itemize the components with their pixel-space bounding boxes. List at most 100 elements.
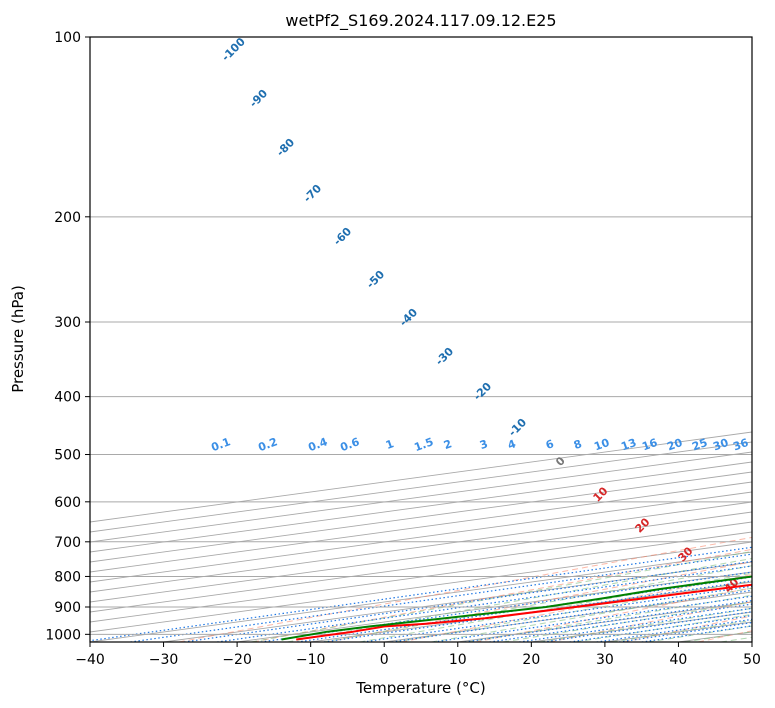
mixing-ratio-label: 20 bbox=[665, 436, 684, 454]
moist-adiabat-label: -30 bbox=[433, 345, 456, 368]
x-axis: −40 −30 −20 −10 0 10 20 30 40 50 bbox=[75, 642, 761, 668]
x-tick-label: 10 bbox=[449, 652, 467, 668]
x-tick-label: 50 bbox=[743, 652, 761, 668]
temperature-profile bbox=[296, 583, 752, 641]
y-tick-label: 600 bbox=[54, 495, 81, 511]
background-lines bbox=[90, 431, 752, 642]
moist-adiabat-line bbox=[503, 601, 752, 642]
y-tick-label: 300 bbox=[54, 315, 81, 331]
isotherm-line bbox=[90, 501, 752, 593]
mixing-ratio-line bbox=[464, 599, 752, 642]
dry-adiabat-line bbox=[549, 601, 752, 642]
isotherm-line bbox=[90, 521, 752, 613]
x-axis-title: Temperature (°C) bbox=[355, 679, 485, 697]
isotherm-line bbox=[90, 481, 752, 573]
moist-adiabat-line bbox=[611, 619, 752, 642]
mixing-ratio-label: 1 bbox=[384, 437, 396, 452]
y-tick-label: 400 bbox=[54, 390, 81, 406]
y-tick-label: 500 bbox=[54, 448, 81, 464]
dry-adiabat-line bbox=[327, 561, 752, 642]
mixing-ratio-label: 36 bbox=[731, 436, 750, 454]
x-tick-label: 0 bbox=[380, 652, 389, 668]
isotherm-line bbox=[310, 581, 752, 642]
moist-adiabat-label: -10 bbox=[506, 416, 529, 439]
y-tick-label: 100 bbox=[54, 30, 81, 46]
x-tick-label: −20 bbox=[222, 652, 252, 668]
y-tick-label: 800 bbox=[54, 569, 81, 585]
moist-adiabat-label: -20 bbox=[471, 380, 494, 403]
x-tick-label: −40 bbox=[75, 652, 105, 668]
moist-adiabat-line bbox=[359, 572, 752, 642]
x-tick-label: −30 bbox=[149, 652, 179, 668]
dry-adiabat-label: 30 bbox=[676, 544, 696, 564]
moist-adiabat-label: -40 bbox=[397, 306, 420, 329]
moist-adiabat-line bbox=[323, 565, 752, 642]
moist-adiabat-label: -100 bbox=[219, 35, 248, 64]
mixing-ratio-label: 6 bbox=[544, 437, 556, 452]
mixing-ratio-label: 3 bbox=[478, 437, 490, 452]
mixing-ratio-label: 2 bbox=[442, 437, 454, 452]
moist-adiabat-line bbox=[467, 594, 752, 642]
x-tick-label: −10 bbox=[296, 652, 326, 668]
dry-adiabat-label: 20 bbox=[633, 515, 653, 535]
mixing-ratio-line bbox=[260, 571, 752, 642]
y-tick-label: 700 bbox=[54, 535, 81, 551]
moist-adiabat-label: -80 bbox=[274, 136, 297, 159]
mixing-ratio-label: 16 bbox=[640, 436, 659, 454]
mixing-ratio-line bbox=[297, 576, 752, 642]
moist-adiabat-label: -70 bbox=[301, 182, 324, 205]
isopleth-labels: -100-90-80-70-60-50-40-30-20-10010203040… bbox=[209, 35, 750, 596]
moist-adiabat-label: 0 bbox=[553, 454, 568, 469]
chart-title: wetPf2_S169.2024.117.09.12.E25 bbox=[285, 11, 556, 31]
mixing-ratio-label: 4 bbox=[506, 437, 518, 452]
moist-adiabat-label: -90 bbox=[247, 87, 270, 110]
mixing-ratio-label: 13 bbox=[619, 436, 638, 453]
mixing-ratio-label: 0.4 bbox=[306, 435, 329, 454]
dry-adiabat-line bbox=[401, 574, 752, 642]
isotherm-line bbox=[90, 451, 752, 543]
isotherm-line bbox=[90, 491, 752, 583]
x-tick-label: 20 bbox=[522, 652, 540, 668]
mixing-ratio-label: 10 bbox=[592, 436, 611, 454]
sounding-profiles bbox=[281, 575, 752, 641]
mixing-ratio-line bbox=[217, 565, 752, 642]
mixing-ratio-label: 30 bbox=[711, 436, 730, 454]
mixing-ratio-line bbox=[90, 546, 752, 642]
y-axis: 100 200 300 400 500 600 700 800 900 1000 bbox=[45, 30, 90, 643]
x-tick-label: 40 bbox=[670, 652, 688, 668]
dry-adiabat-line bbox=[252, 548, 752, 642]
y-tick-label: 900 bbox=[54, 600, 81, 616]
mixing-ratio-label: 0.1 bbox=[209, 435, 232, 454]
moist-adiabat-label: -60 bbox=[331, 225, 354, 248]
mixing-ratio-label: 25 bbox=[690, 436, 709, 453]
x-tick-label: 30 bbox=[596, 652, 614, 668]
isotherm-line bbox=[90, 541, 752, 633]
dry-adiabat-line bbox=[475, 587, 752, 642]
isotherm-line bbox=[90, 511, 752, 603]
isotherm-line bbox=[751, 641, 752, 642]
moist-adiabat-line bbox=[395, 580, 752, 642]
pressure-gridlines bbox=[90, 37, 752, 635]
dry-adiabat-line bbox=[697, 630, 752, 642]
y-tick-label: 200 bbox=[54, 210, 81, 226]
isotherm-line bbox=[531, 611, 752, 642]
isotherm-line bbox=[90, 461, 752, 553]
moist-adiabat-line bbox=[720, 636, 752, 642]
y-axis-title: Pressure (hPa) bbox=[9, 285, 27, 393]
mixing-ratio-label: 8 bbox=[572, 437, 584, 452]
isotherm-line bbox=[384, 591, 752, 642]
y-tick-label: 1000 bbox=[45, 627, 81, 643]
moist-adiabat-line bbox=[250, 550, 752, 642]
moist-adiabat-line bbox=[684, 631, 752, 642]
moist-adiabat-line bbox=[287, 557, 752, 642]
dry-adiabat-line bbox=[178, 536, 752, 642]
isotherm-line bbox=[90, 471, 752, 563]
moist-adiabat-label: -50 bbox=[364, 268, 387, 291]
plot-frame bbox=[89, 36, 753, 643]
moist-adiabat-line bbox=[647, 625, 752, 642]
mixing-ratio-label: 1.5 bbox=[412, 435, 435, 454]
mixing-ratio-label: 0.6 bbox=[338, 435, 361, 454]
mixing-ratio-label: 0.2 bbox=[256, 435, 279, 454]
isotherm-line bbox=[90, 531, 752, 623]
